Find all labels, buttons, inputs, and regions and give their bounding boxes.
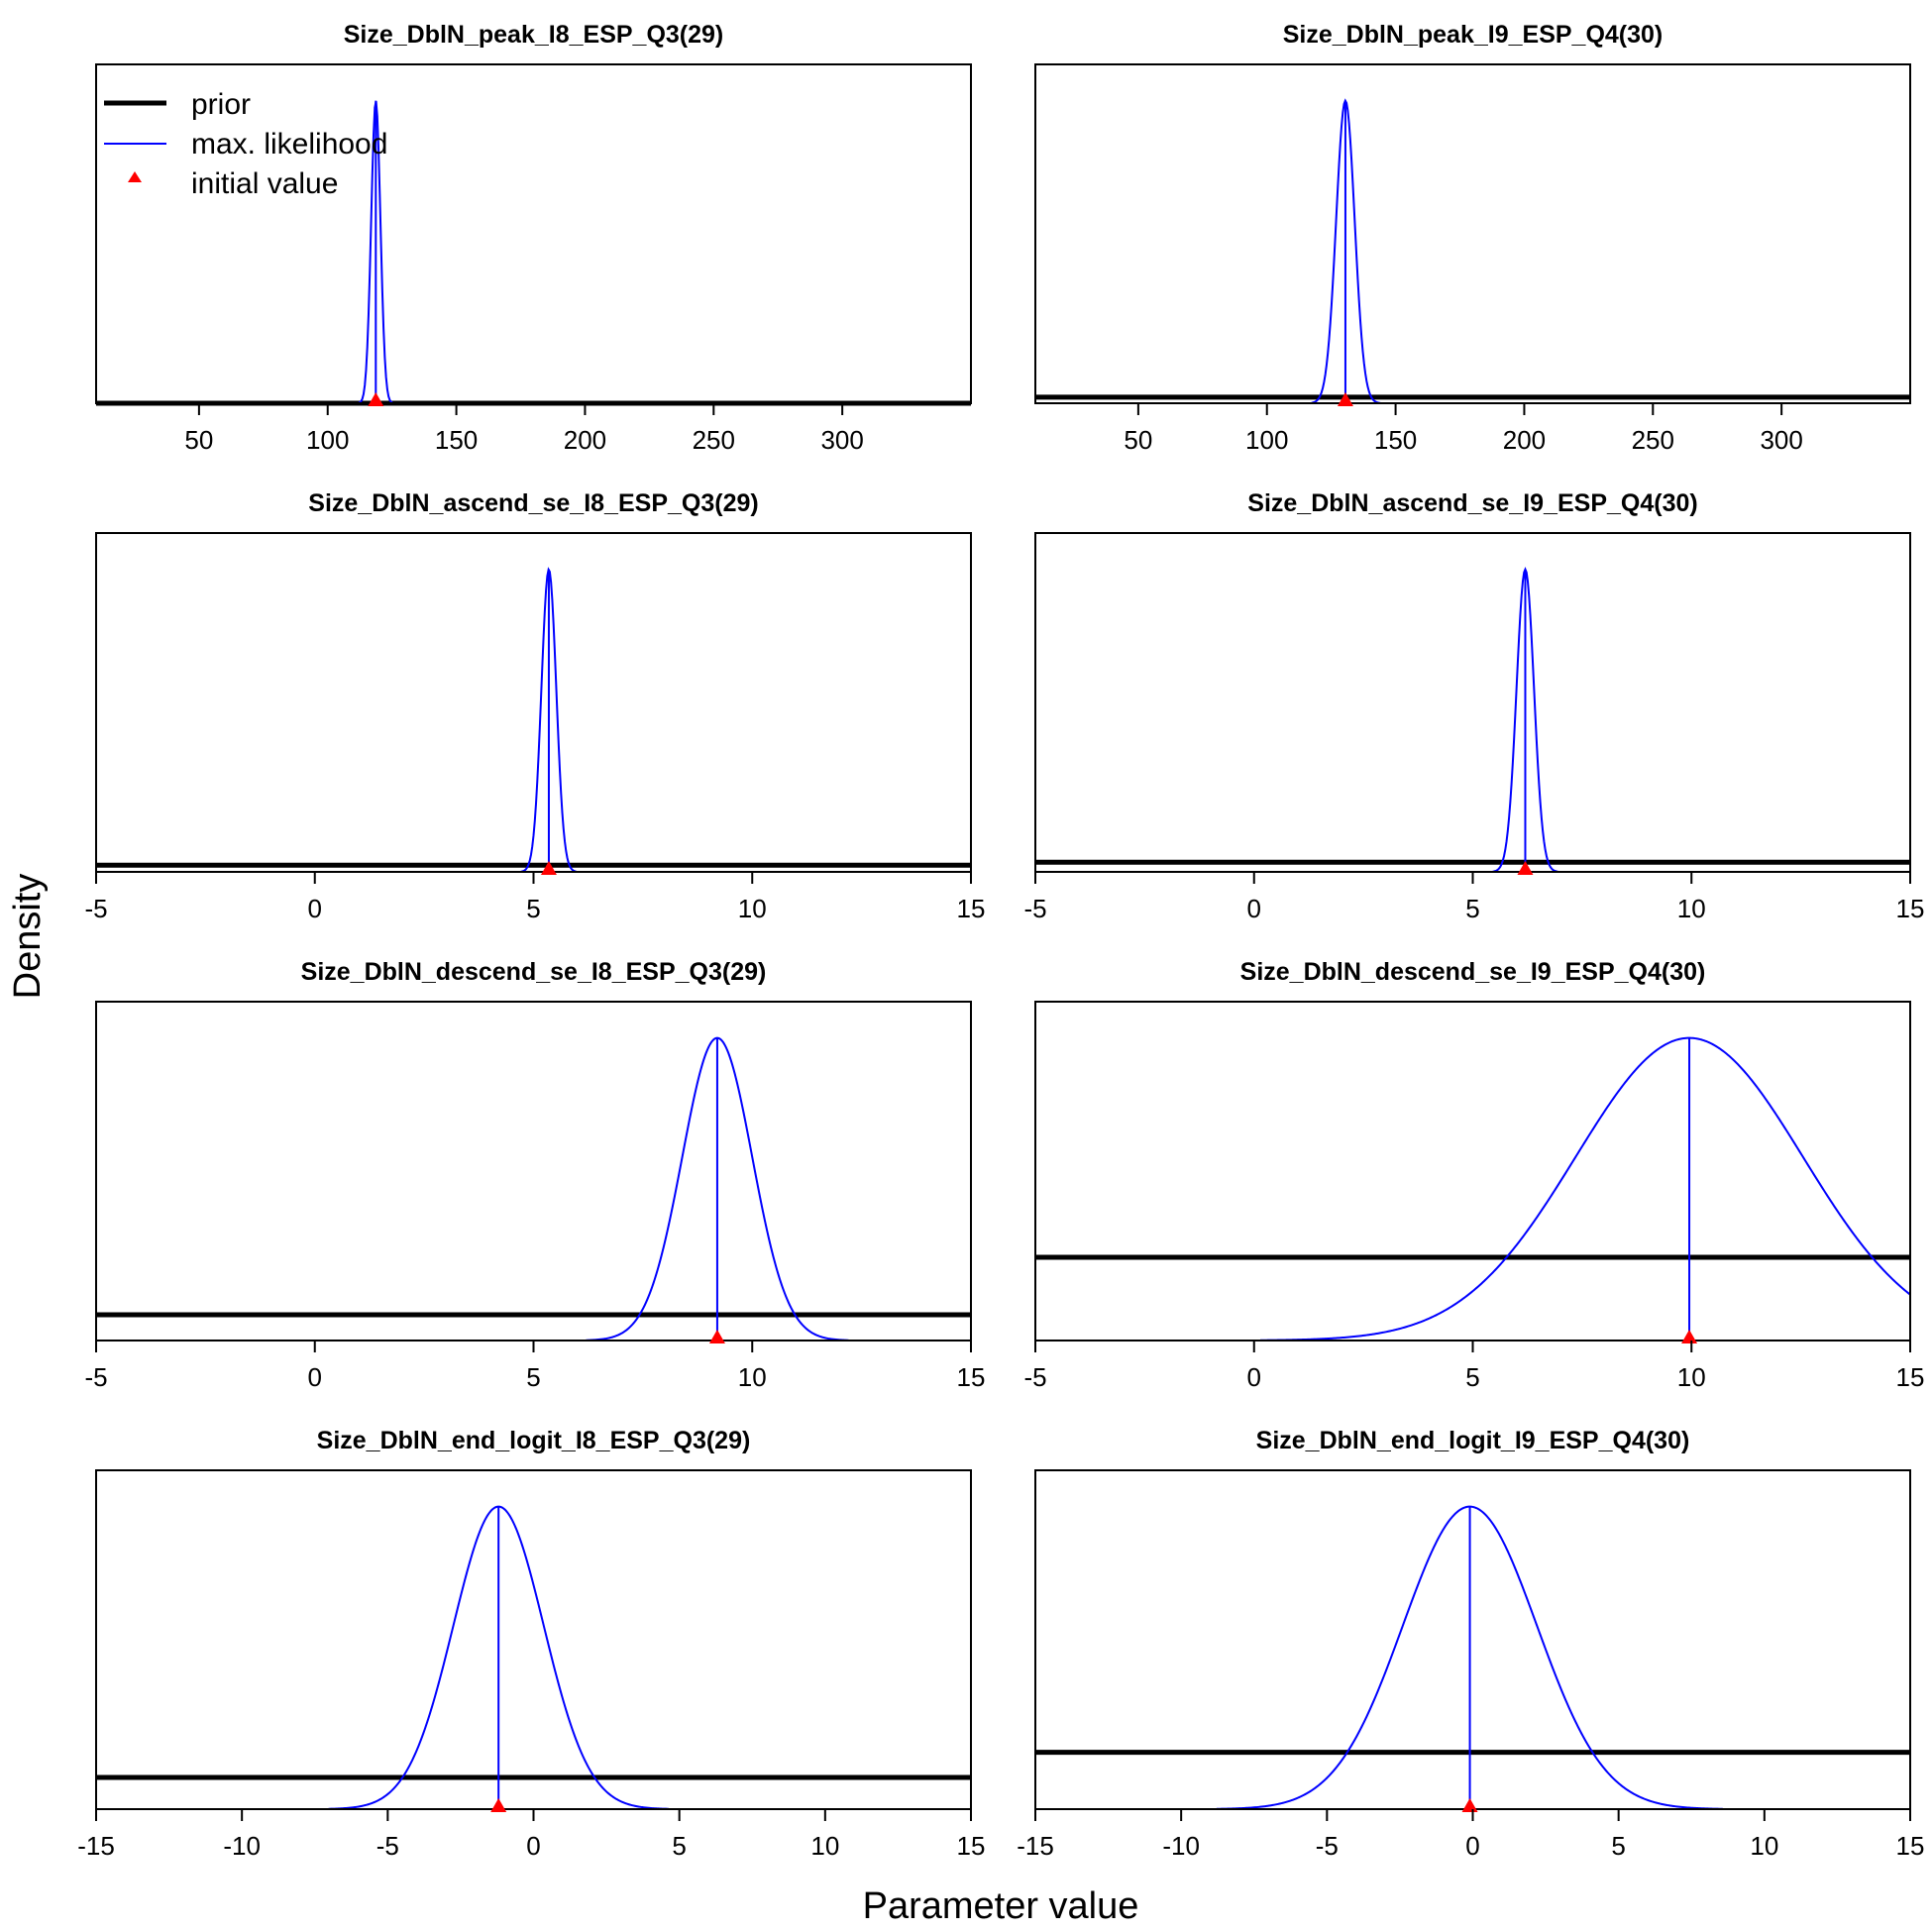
x-tick-label: 5 bbox=[672, 1831, 686, 1861]
initial-value-marker bbox=[708, 1330, 725, 1343]
panel-title: Size_DblN_end_logit_I8_ESP_Q3(29) bbox=[317, 1427, 751, 1454]
x-axis-label: Parameter value bbox=[863, 1885, 1139, 1927]
initial-value-marker bbox=[1461, 1798, 1478, 1812]
x-tick-label: 15 bbox=[957, 1831, 986, 1861]
plot-frame bbox=[95, 532, 972, 873]
x-tick-label: 15 bbox=[1896, 894, 1925, 923]
x-tick-label: 100 bbox=[306, 425, 349, 455]
panel-1: Size_DblN_peak_I8_ESP_Q3(29) 50 100 150 200 2… bbox=[95, 21, 972, 455]
x-tick-label: 0 bbox=[308, 894, 322, 923]
legend-initial-label: initial value bbox=[191, 167, 338, 200]
panel-8: Size_DblN_end_logit_I9_ESP_Q4(30) -15 -10 -… bbox=[1017, 1427, 1924, 1861]
x-tick-label: 10 bbox=[810, 1831, 839, 1861]
x-tick-label: 200 bbox=[564, 425, 606, 455]
x-tick-label: 300 bbox=[820, 425, 863, 455]
panels-group: Size_DblN_peak_I8_ESP_Q3(29)50 100 150 200 2… bbox=[77, 21, 1924, 1861]
mle-curve bbox=[586, 1036, 849, 1342]
plot-frame bbox=[1034, 1001, 1911, 1342]
x-tick-label: -5 bbox=[84, 1362, 107, 1392]
panel-5: Size_DblN_descend_se_I8_ESP_Q3(29) -5 0 5 10… bbox=[84, 958, 985, 1392]
initial-value-marker bbox=[490, 1798, 507, 1812]
mle-curve bbox=[328, 1505, 669, 1810]
x-tick-label: -5 bbox=[1316, 1831, 1339, 1861]
plot-frame bbox=[95, 1001, 972, 1342]
x-tick-label: 150 bbox=[1374, 425, 1417, 455]
x-tick-label: -5 bbox=[376, 1831, 399, 1861]
mle-curve bbox=[1260, 1036, 1911, 1342]
x-tick-label: 50 bbox=[1124, 425, 1152, 455]
panel-7: Size_DblN_end_logit_I8_ESP_Q3(29) -15 -10 -… bbox=[77, 1427, 985, 1861]
x-tick-label: 5 bbox=[1611, 1831, 1625, 1861]
x-tick-label: 0 bbox=[308, 1362, 322, 1392]
x-tick-label: 100 bbox=[1245, 425, 1288, 455]
initial-value-marker bbox=[368, 392, 384, 406]
x-tick-label: -5 bbox=[1023, 1362, 1046, 1392]
x-tick-label: 250 bbox=[1632, 425, 1674, 455]
x-tick-label: 0 bbox=[1465, 1831, 1479, 1861]
initial-value-marker bbox=[1681, 1330, 1698, 1343]
x-tick-label: 5 bbox=[526, 1362, 540, 1392]
panel-title: Size_DblN_ascend_se_I8_ESP_Q3(29) bbox=[308, 489, 758, 517]
x-tick-label: -5 bbox=[1023, 894, 1046, 923]
x-tick-label: 15 bbox=[1896, 1831, 1925, 1861]
panel-6: Size_DblN_descend_se_I9_ESP_Q4(30) -5 0 5 10… bbox=[1023, 958, 1924, 1392]
plot-frame bbox=[95, 1469, 972, 1810]
x-tick-label: -15 bbox=[77, 1831, 115, 1861]
plot-frame bbox=[95, 63, 972, 404]
panel-3: Size_DblN_ascend_se_I8_ESP_Q3(29) -5 0 5 10 1… bbox=[84, 489, 985, 923]
x-tick-label: 5 bbox=[1465, 1362, 1479, 1392]
x-tick-label: 200 bbox=[1503, 425, 1546, 455]
legend: prior max. likelihood initial value bbox=[104, 88, 387, 200]
panel-title: Size_DblN_end_logit_I9_ESP_Q4(30) bbox=[1256, 1427, 1690, 1454]
x-tick-label: 15 bbox=[1896, 1362, 1925, 1392]
x-tick-label: 150 bbox=[435, 425, 478, 455]
x-tick-label: 50 bbox=[184, 425, 213, 455]
x-tick-label: 10 bbox=[738, 894, 767, 923]
panel-title: Size_DblN_peak_I8_ESP_Q3(29) bbox=[344, 21, 724, 49]
panel-2: Size_DblN_peak_I9_ESP_Q4(30) 50 100 150 200 2… bbox=[1034, 21, 1911, 455]
initial-value-marker bbox=[540, 861, 557, 875]
mle-curve bbox=[1492, 566, 1558, 873]
plot-frame bbox=[1034, 532, 1911, 873]
legend-mle-label: max. likelihood bbox=[191, 128, 387, 161]
x-tick-label: 10 bbox=[738, 1362, 767, 1392]
x-tick-label: -10 bbox=[223, 1831, 261, 1861]
legend-initial-swatch bbox=[128, 171, 142, 182]
x-tick-label: -5 bbox=[84, 894, 107, 923]
x-tick-label: 0 bbox=[1247, 894, 1261, 923]
initial-value-marker bbox=[1517, 861, 1534, 875]
plot-frame bbox=[1034, 1469, 1911, 1810]
legend-prior-label: prior bbox=[191, 88, 251, 121]
x-tick-label: 5 bbox=[526, 894, 540, 923]
x-tick-label: -15 bbox=[1017, 1831, 1054, 1861]
x-tick-label: 15 bbox=[957, 1362, 986, 1392]
x-tick-label: 10 bbox=[1677, 894, 1706, 923]
y-axis-label: Density bbox=[7, 874, 49, 1000]
x-tick-label: 250 bbox=[693, 425, 735, 455]
x-tick-label: -10 bbox=[1162, 1831, 1200, 1861]
x-tick-label: 10 bbox=[1677, 1362, 1706, 1392]
x-tick-label: 10 bbox=[1750, 1831, 1778, 1861]
panel-title: Size_DblN_ascend_se_I9_ESP_Q4(30) bbox=[1247, 489, 1697, 517]
x-tick-label: 15 bbox=[957, 894, 986, 923]
x-tick-label: 5 bbox=[1465, 894, 1479, 923]
panel-title: Size_DblN_descend_se_I9_ESP_Q4(30) bbox=[1240, 958, 1706, 986]
x-tick-label: 0 bbox=[1247, 1362, 1261, 1392]
plot-frame bbox=[1034, 63, 1911, 404]
initial-value-marker bbox=[1337, 392, 1353, 406]
x-tick-label: 300 bbox=[1760, 425, 1802, 455]
x-tick-label: 0 bbox=[526, 1831, 540, 1861]
panel-title: Size_DblN_peak_I9_ESP_Q4(30) bbox=[1283, 21, 1664, 49]
panel-title: Size_DblN_descend_se_I8_ESP_Q3(29) bbox=[301, 958, 767, 986]
panel-4: Size_DblN_ascend_se_I9_ESP_Q4(30) -5 0 5 10 1… bbox=[1023, 489, 1924, 923]
